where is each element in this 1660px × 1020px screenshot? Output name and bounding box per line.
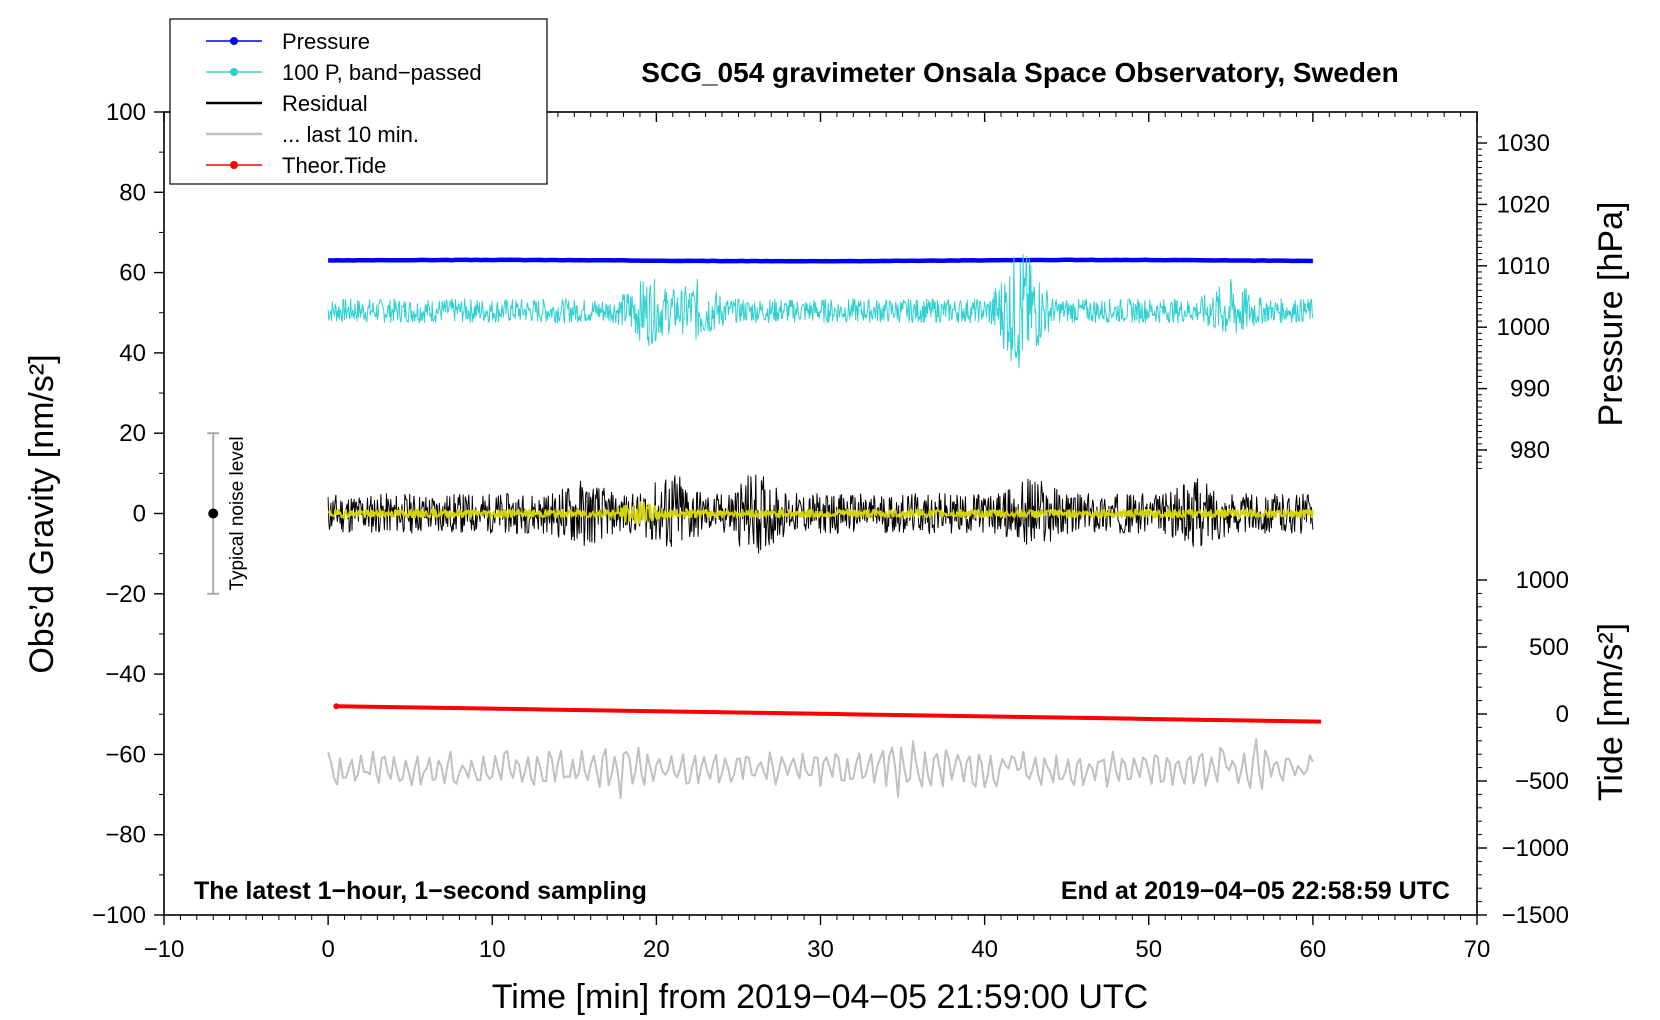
y-tick-label: −20 (105, 581, 146, 608)
noise-bar: Typical noise level (207, 432, 248, 595)
legend-item-last-10-min-label: ... last 10 min. (282, 122, 419, 147)
pressure-tick-label: 1010 (1497, 253, 1550, 280)
legend: Pressure 100 P, band−passed Residual ... la… (169, 18, 548, 185)
y-axis-pressure: 980 990 1000 1010 1020 1030 (1477, 130, 1550, 469)
pressure-tick-label: 1000 (1497, 314, 1550, 341)
series-theor-tide (336, 704, 1322, 724)
y-tick-label: −60 (105, 741, 146, 768)
x-tick-label: −10 (144, 936, 185, 963)
legend-item-pressure-marker (230, 37, 238, 45)
x-tick-label: 40 (971, 936, 998, 963)
x-tick-label: 20 (643, 936, 670, 963)
y-axis-tide: −1500 −1000 −500 0 500 1000 (1477, 567, 1569, 929)
chart-title: SCG_054 gravimeter Onsala Space Observat… (641, 57, 1398, 88)
tide-tick-label: −1000 (1502, 835, 1569, 862)
legend-item-residual-label: Residual (282, 91, 368, 116)
pressure-tick-label: 990 (1510, 376, 1550, 403)
y-axis-label-gravity: Obs’d Gravity [nm/s²] (23, 354, 61, 673)
x-tick-label: 60 (1300, 936, 1327, 963)
x-tick-label: 0 (321, 936, 334, 963)
series-pressure (328, 257, 1313, 264)
tide-tick-label: −500 (1515, 768, 1569, 795)
noise-bar-center (208, 508, 219, 519)
y-tick-label: −100 (92, 902, 146, 929)
y-axis-label-tide: Tide [nm/s²] (1592, 623, 1630, 801)
pressure-tick-label: 1030 (1497, 130, 1550, 157)
series-residual-smoothed (327, 501, 1314, 525)
x-axis-label: Time [min] from 2019−04−05 21:59:00 UTC (492, 978, 1148, 1016)
x-tick-label: 50 (1135, 936, 1162, 963)
pressure-tick-label: 1020 (1497, 191, 1550, 218)
y-tick-label: 80 (119, 179, 146, 206)
x-axis: −10 0 10 20 30 40 50 60 70 (144, 112, 1491, 963)
y-tick-label: 20 (119, 420, 146, 447)
y-axis-label-pressure: Pressure [hPa] (1592, 202, 1630, 427)
y-tick-label: 40 (119, 340, 146, 367)
x-tick-label: 10 (479, 936, 506, 963)
legend-item-theor-tide-marker (230, 161, 238, 169)
pressure-tick-label: 980 (1510, 437, 1550, 464)
y-tick-label: −80 (105, 822, 146, 849)
tide-tick-label: −1500 (1502, 902, 1569, 929)
tide-tick-label: 500 (1529, 634, 1569, 661)
legend-item-theor-tide-label: Theor.Tide (282, 153, 386, 178)
legend-box (169, 18, 548, 185)
series-100-p-band-passed (327, 254, 1314, 369)
series-layer (327, 254, 1322, 799)
x-tick-label: 70 (1464, 936, 1491, 963)
legend-item-100-p-band-passed-label: 100 P, band−passed (282, 60, 482, 85)
legend-item-100-p-band-passed-marker (230, 68, 238, 76)
x-tick-label: 30 (807, 936, 834, 963)
y-tick-label: 100 (106, 99, 146, 126)
noise-bar-label: Typical noise level (227, 436, 248, 590)
note-end-time: End at 2019−04−05 22:58:59 UTC (1061, 877, 1450, 905)
y-tick-label: −40 (105, 661, 146, 688)
y-axis-gravity: −100 −80 −60 −40 −20 0 20 40 60 80 100 (92, 99, 164, 929)
y-tick-label: 60 (119, 260, 146, 287)
series-last-10-min (327, 738, 1314, 799)
tide-start-marker (333, 703, 340, 710)
note-sampling: The latest 1−hour, 1−second sampling (194, 877, 647, 905)
tide-tick-label: 1000 (1516, 567, 1569, 594)
legend-item-pressure-label: Pressure (282, 29, 370, 54)
tide-tick-label: 0 (1556, 701, 1569, 728)
y-tick-label: 0 (133, 501, 146, 528)
